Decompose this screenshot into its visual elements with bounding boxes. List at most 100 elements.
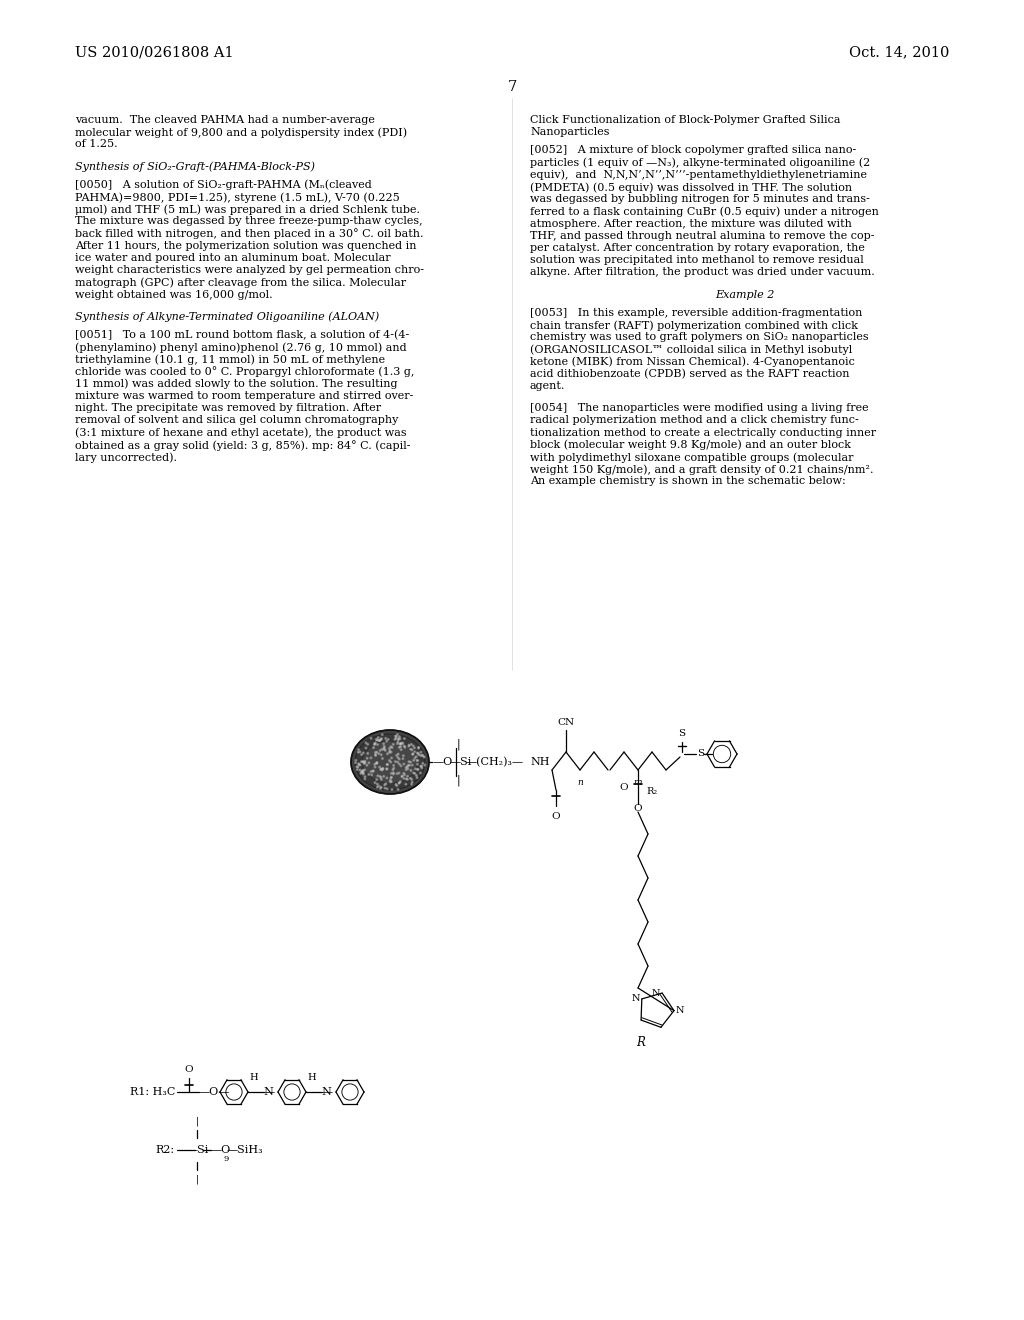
Circle shape <box>410 748 412 750</box>
Circle shape <box>382 758 383 759</box>
Circle shape <box>398 781 400 784</box>
Circle shape <box>374 781 376 784</box>
Circle shape <box>379 766 380 768</box>
Circle shape <box>398 735 400 738</box>
Circle shape <box>399 738 400 739</box>
Circle shape <box>378 752 380 754</box>
Circle shape <box>418 752 419 754</box>
Circle shape <box>360 754 362 755</box>
Circle shape <box>384 787 386 789</box>
Circle shape <box>397 788 399 791</box>
Text: alkyne. After filtration, the product was dried under vacuum.: alkyne. After filtration, the product wa… <box>530 268 874 277</box>
Circle shape <box>374 743 376 744</box>
Circle shape <box>386 741 387 742</box>
Circle shape <box>420 766 422 767</box>
Circle shape <box>412 748 413 751</box>
Text: Click Functionalization of Block-Polymer Grafted Silica: Click Functionalization of Block-Polymer… <box>530 115 841 125</box>
Circle shape <box>361 760 364 763</box>
Text: (PMDETA) (0.5 equiv) was dissolved in THF. The solution: (PMDETA) (0.5 equiv) was dissolved in TH… <box>530 182 852 193</box>
Text: removal of solvent and silica gel column chromatography: removal of solvent and silica gel column… <box>75 416 398 425</box>
Circle shape <box>398 763 400 764</box>
Circle shape <box>410 770 412 771</box>
Circle shape <box>367 758 368 759</box>
Circle shape <box>396 772 398 775</box>
Circle shape <box>364 763 365 764</box>
Circle shape <box>365 776 366 777</box>
Circle shape <box>392 772 394 774</box>
Circle shape <box>384 784 385 785</box>
Circle shape <box>381 738 382 739</box>
Text: obtained as a gray solid (yield: 3 g, 85%). mp: 84° C. (capil-: obtained as a gray solid (yield: 3 g, 85… <box>75 440 411 450</box>
Text: chain transfer (RAFT) polymerization combined with click: chain transfer (RAFT) polymerization com… <box>530 319 858 330</box>
Text: R₂: R₂ <box>646 788 657 796</box>
Text: μmol) and THF (5 mL) was prepared in a dried Schlenk tube.: μmol) and THF (5 mL) was prepared in a d… <box>75 205 420 215</box>
Circle shape <box>360 771 362 774</box>
Circle shape <box>374 767 376 768</box>
Circle shape <box>381 787 382 788</box>
Circle shape <box>407 779 409 780</box>
Circle shape <box>399 743 401 744</box>
Circle shape <box>394 739 395 741</box>
Circle shape <box>400 742 401 744</box>
Circle shape <box>386 788 388 789</box>
Circle shape <box>398 772 399 774</box>
Circle shape <box>417 752 418 754</box>
Circle shape <box>416 775 417 776</box>
Circle shape <box>385 783 387 784</box>
Circle shape <box>413 759 415 762</box>
Text: CN: CN <box>557 718 574 727</box>
Circle shape <box>390 781 392 783</box>
Circle shape <box>417 760 419 762</box>
Circle shape <box>421 767 423 768</box>
Circle shape <box>389 750 390 751</box>
Text: 9: 9 <box>223 1155 228 1163</box>
Circle shape <box>373 747 375 748</box>
Circle shape <box>397 738 399 739</box>
Circle shape <box>400 766 401 767</box>
Circle shape <box>403 738 406 739</box>
Text: ketone (MIBK) from Nissan Chemical). 4-Cyanopentanoic: ketone (MIBK) from Nissan Chemical). 4-C… <box>530 356 855 367</box>
Circle shape <box>389 781 391 783</box>
Circle shape <box>390 777 392 779</box>
Text: radical polymerization method and a click chemistry func-: radical polymerization method and a clic… <box>530 416 859 425</box>
Circle shape <box>416 756 417 758</box>
Circle shape <box>387 752 388 755</box>
Text: weight 150 Kg/mole), and a graft density of 0.21 chains/nm².: weight 150 Kg/mole), and a graft density… <box>530 465 873 475</box>
Circle shape <box>386 768 388 770</box>
Circle shape <box>380 768 382 770</box>
Text: m: m <box>634 777 642 787</box>
Circle shape <box>396 743 398 744</box>
Text: —Si: —Si <box>450 756 472 767</box>
Circle shape <box>399 780 401 783</box>
Circle shape <box>374 743 375 746</box>
Circle shape <box>354 762 356 763</box>
Text: night. The precipitate was removed by filtration. After: night. The precipitate was removed by fi… <box>75 403 381 413</box>
Text: R: R <box>637 1036 645 1049</box>
Circle shape <box>362 774 365 775</box>
Circle shape <box>409 746 410 747</box>
Circle shape <box>396 734 398 735</box>
Circle shape <box>418 747 420 748</box>
Circle shape <box>410 777 412 779</box>
Circle shape <box>379 739 380 742</box>
Circle shape <box>389 751 390 754</box>
Text: triethylamine (10.1 g, 11 mmol) in 50 mL of methylene: triethylamine (10.1 g, 11 mmol) in 50 mL… <box>75 354 385 364</box>
Text: lary uncorrected).: lary uncorrected). <box>75 451 177 462</box>
Circle shape <box>397 741 398 743</box>
Text: —O: —O <box>433 756 454 767</box>
Text: —N: —N <box>254 1086 274 1097</box>
Circle shape <box>389 747 390 750</box>
Text: N: N <box>651 989 660 998</box>
Circle shape <box>414 751 416 752</box>
Circle shape <box>398 747 400 748</box>
Circle shape <box>365 777 366 780</box>
Circle shape <box>410 762 412 763</box>
Text: ferred to a flask containing CuBr (0.5 equiv) under a nitrogen: ferred to a flask containing CuBr (0.5 e… <box>530 206 879 216</box>
Circle shape <box>414 772 416 775</box>
Circle shape <box>385 738 386 739</box>
Text: Example 2: Example 2 <box>716 289 775 300</box>
Circle shape <box>401 743 402 744</box>
Circle shape <box>420 755 422 756</box>
Text: [0052]   A mixture of block copolymer grafted silica nano-: [0052] A mixture of block copolymer graf… <box>530 145 856 156</box>
Circle shape <box>415 758 416 759</box>
